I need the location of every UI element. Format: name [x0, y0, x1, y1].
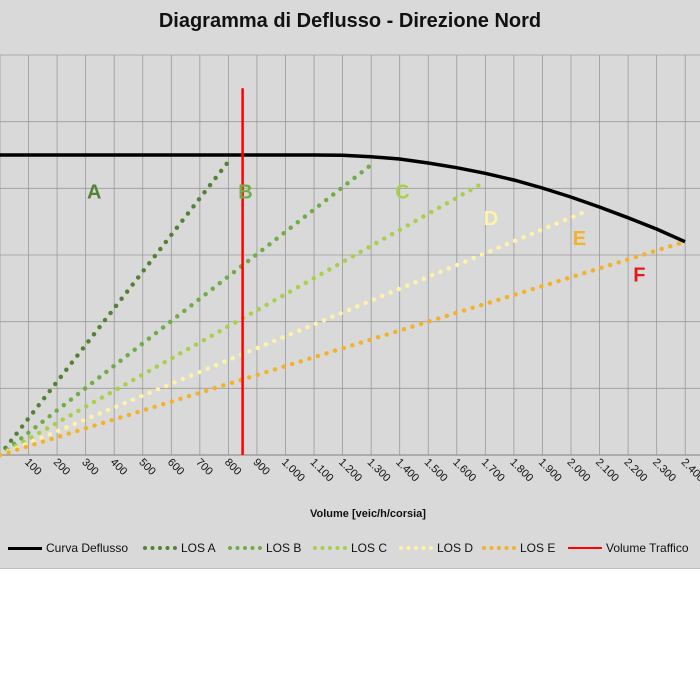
x-tick-label: 200	[51, 456, 72, 477]
x-tick-label: 1.100	[308, 456, 336, 484]
x-tick-label: 2.100	[593, 456, 621, 484]
chart-title: Diagramma di Deflusso - Direzione Nord	[158, 10, 542, 32]
x-tick-label: 2.400	[679, 456, 700, 484]
series-los-a	[0, 159, 231, 458]
x-tick-label: 500	[136, 456, 157, 477]
x-tick-label: 900	[251, 456, 272, 477]
x-tick-label: 800	[222, 456, 243, 477]
x-tick-label: 1.300	[365, 456, 393, 484]
legend-item: LOS E	[482, 541, 555, 555]
legend-swatch	[143, 546, 177, 550]
legend-item: LOS C	[313, 541, 387, 555]
x-tick-label: 1.400	[393, 456, 421, 484]
x-tick-label: 2.300	[650, 456, 678, 484]
x-tick-label: 400	[108, 456, 129, 477]
legend-swatch	[568, 547, 602, 549]
legend-item: Curva Deflusso	[8, 541, 128, 555]
x-tick-label: 300	[79, 456, 100, 477]
chart-plot: 100 200 300 400 500 600 700 800 900 1.000 1.100 1.2…	[0, 54, 700, 520]
legend-item: Volume Traffico	[568, 541, 689, 555]
legend-label: LOS A	[181, 541, 216, 555]
legend-swatch	[399, 546, 433, 550]
x-tick-label: 2.000	[564, 456, 592, 484]
region-label-d: D	[484, 208, 498, 230]
legend-label: LOS C	[351, 541, 388, 555]
legend-swatch	[8, 546, 42, 550]
x-tick-label: 1.500	[422, 456, 450, 484]
x-tick-label: 1.800	[507, 456, 535, 484]
legend: Curva Deflusso LOS A LOS B LOS C LOS D LOS E V…	[0, 538, 700, 562]
x-tick-label: 1.200	[336, 456, 364, 484]
x-tick-label: 700	[193, 456, 214, 477]
region-label-a: A	[87, 181, 101, 203]
legend-swatch	[228, 546, 262, 550]
series-los-b	[0, 162, 374, 458]
legend-label: Curva Deflusso	[46, 541, 129, 555]
x-tick-label: 1.600	[450, 456, 478, 484]
region-label-b: B	[238, 181, 252, 203]
x-tick-label: 1.700	[479, 456, 507, 484]
x-tick-label: 1.000	[279, 456, 307, 484]
x-tick-label: 2.200	[622, 456, 650, 484]
x-tick-labels: 100 200 300 400 500 600 700 800 900 1.000 1.100 1.2…	[22, 456, 700, 484]
legend-label: Volume Traffico	[606, 541, 689, 555]
legend-item: LOS D	[399, 541, 473, 555]
legend-item: LOS A	[143, 541, 216, 555]
legend-item: LOS B	[228, 541, 301, 555]
chart-panel: Diagramma di Deflusso - Direzione Nord 1…	[0, 0, 700, 569]
series-los-d	[0, 209, 588, 458]
region-label-c: C	[395, 181, 409, 203]
region-label-e: E	[573, 228, 586, 250]
series-los-e	[0, 239, 688, 458]
legend-swatch	[482, 546, 516, 550]
region-label-f: F	[633, 265, 645, 287]
series-group	[0, 88, 688, 458]
x-tick-label: 600	[165, 456, 186, 477]
grid-lines	[0, 54, 700, 455]
legend-label: LOS B	[266, 541, 302, 555]
region-labels: A B C D E F	[87, 181, 645, 286]
x-tick-label: 100	[22, 456, 43, 477]
legend-label: LOS D	[437, 541, 474, 555]
legend-swatch	[313, 546, 347, 550]
x-tick-label: 1.900	[536, 456, 564, 484]
legend-label: LOS E	[520, 541, 556, 555]
series-curva-deflusso	[0, 153, 686, 244]
blank-area	[0, 569, 700, 700]
x-axis-label: Volume [veic/h/corsia]	[310, 508, 426, 520]
